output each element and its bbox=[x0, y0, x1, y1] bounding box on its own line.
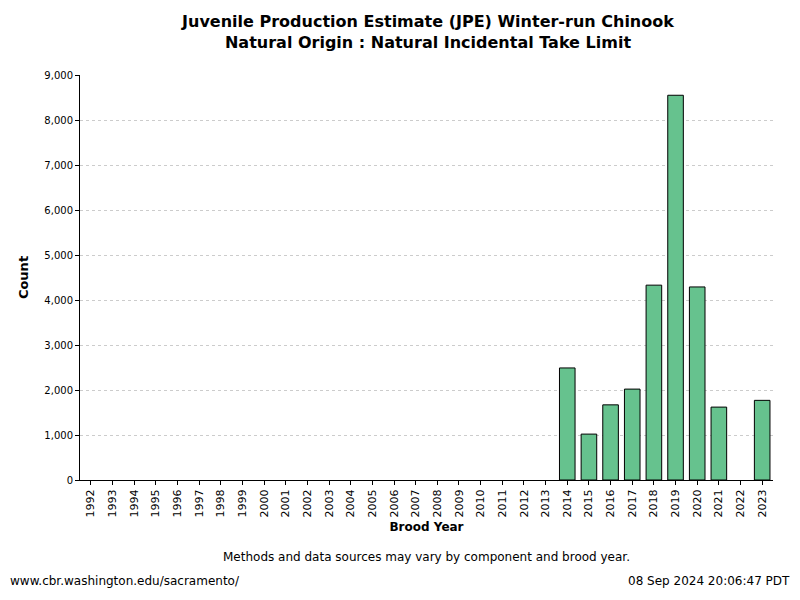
svg-text:1993: 1993 bbox=[106, 489, 119, 517]
svg-text:1996: 1996 bbox=[171, 489, 184, 517]
svg-text:2003: 2003 bbox=[323, 489, 336, 517]
svg-text:Count: Count bbox=[16, 256, 31, 299]
svg-text:Brood Year: Brood Year bbox=[389, 520, 463, 534]
svg-text:2000: 2000 bbox=[258, 489, 271, 517]
svg-text:2013: 2013 bbox=[539, 489, 552, 517]
svg-text:2009: 2009 bbox=[453, 489, 466, 517]
svg-text:2002: 2002 bbox=[301, 489, 314, 517]
svg-text:2016: 2016 bbox=[604, 489, 617, 517]
svg-text:2,000: 2,000 bbox=[44, 385, 73, 396]
svg-text:4,000: 4,000 bbox=[44, 295, 73, 306]
svg-text:1994: 1994 bbox=[128, 489, 141, 517]
svg-text:3,000: 3,000 bbox=[44, 340, 73, 351]
svg-text:2022: 2022 bbox=[734, 489, 747, 517]
svg-text:1995: 1995 bbox=[149, 489, 162, 517]
svg-text:2006: 2006 bbox=[388, 489, 401, 517]
svg-text:www.cbr.washington.edu/sacrame: www.cbr.washington.edu/sacramento/ bbox=[10, 574, 240, 588]
svg-text:7,000: 7,000 bbox=[44, 160, 73, 171]
svg-text:2023: 2023 bbox=[756, 489, 769, 517]
svg-text:2017: 2017 bbox=[626, 489, 639, 517]
svg-text:5,000: 5,000 bbox=[44, 250, 73, 261]
svg-text:2005: 2005 bbox=[366, 489, 379, 517]
svg-text:2018: 2018 bbox=[647, 489, 660, 517]
svg-text:2014: 2014 bbox=[561, 489, 574, 517]
svg-text:2015: 2015 bbox=[582, 489, 595, 517]
svg-text:2019: 2019 bbox=[669, 489, 682, 517]
svg-text:1992: 1992 bbox=[84, 489, 97, 517]
svg-text:1999: 1999 bbox=[236, 489, 249, 517]
svg-text:2012: 2012 bbox=[518, 489, 531, 517]
svg-text:0: 0 bbox=[67, 475, 73, 486]
svg-text:2001: 2001 bbox=[279, 489, 292, 517]
svg-text:6,000: 6,000 bbox=[44, 205, 73, 216]
svg-text:1998: 1998 bbox=[214, 489, 227, 517]
svg-text:08 Sep 2024 20:06:47 PDT: 08 Sep 2024 20:06:47 PDT bbox=[628, 574, 790, 588]
svg-text:2020: 2020 bbox=[691, 489, 704, 517]
svg-text:1,000: 1,000 bbox=[44, 430, 73, 441]
svg-text:Juvenile Production Estimate (: Juvenile Production Estimate (JPE) Winte… bbox=[181, 12, 674, 52]
svg-text:2010: 2010 bbox=[474, 489, 487, 517]
svg-text:2007: 2007 bbox=[409, 489, 422, 517]
svg-text:1997: 1997 bbox=[193, 489, 206, 517]
svg-text:9,000: 9,000 bbox=[44, 70, 73, 81]
svg-text:Methods and data sources may v: Methods and data sources may vary by com… bbox=[223, 550, 630, 564]
svg-text:2011: 2011 bbox=[496, 489, 509, 517]
svg-text:2004: 2004 bbox=[344, 489, 357, 517]
svg-text:2021: 2021 bbox=[712, 489, 725, 517]
svg-text:2008: 2008 bbox=[431, 489, 444, 517]
svg-text:8,000: 8,000 bbox=[44, 115, 73, 126]
